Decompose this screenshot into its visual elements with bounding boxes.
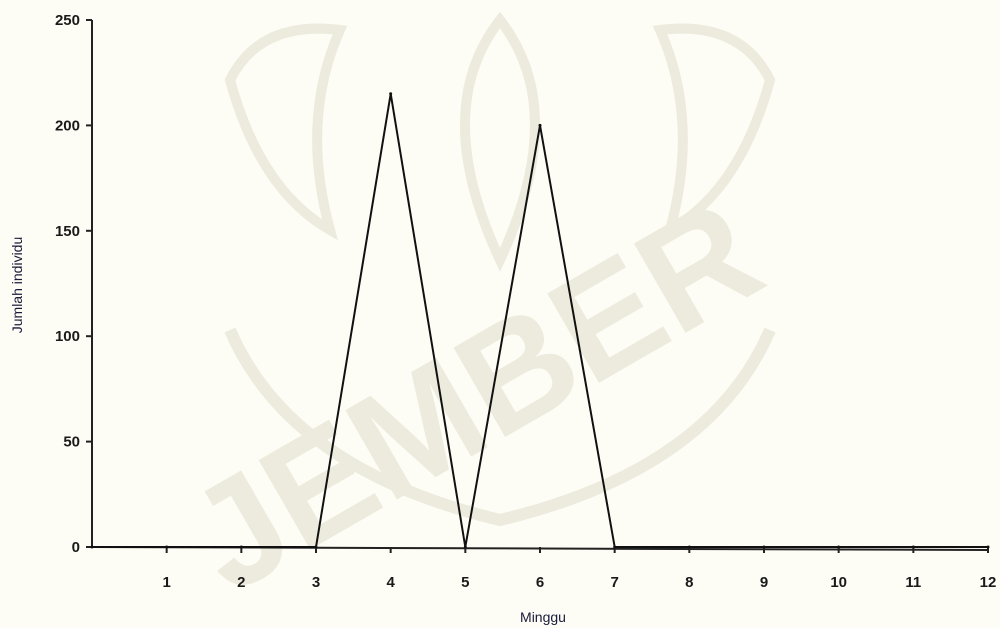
data-point bbox=[314, 545, 318, 549]
data-point bbox=[986, 545, 990, 549]
x-tick-label: 1 bbox=[162, 574, 170, 591]
data-point bbox=[90, 545, 94, 549]
x-tick-label: 6 bbox=[536, 574, 544, 591]
y-tick-label: 200 bbox=[55, 117, 80, 134]
x-tick-label: 12 bbox=[980, 574, 997, 591]
data-point bbox=[389, 92, 393, 96]
x-axis-label: Minggu bbox=[520, 609, 566, 625]
y-tick-label: 0 bbox=[72, 539, 80, 556]
x-tick-label: 11 bbox=[905, 574, 921, 591]
data-point bbox=[837, 545, 841, 549]
y-tick-label: 50 bbox=[63, 434, 80, 451]
x-tick-label: 4 bbox=[386, 574, 395, 591]
data-point bbox=[239, 545, 243, 549]
y-tick-label: 150 bbox=[55, 223, 80, 240]
x-tick-label: 5 bbox=[461, 574, 469, 591]
x-tick-label: 7 bbox=[610, 574, 618, 591]
watermark-emblem: JEMBER bbox=[161, 11, 787, 624]
data-point bbox=[613, 545, 617, 549]
data-point bbox=[687, 545, 691, 549]
data-point bbox=[911, 545, 915, 549]
x-tick-label: 10 bbox=[830, 574, 847, 591]
data-point bbox=[762, 545, 766, 549]
x-tick-label: 2 bbox=[237, 574, 245, 591]
x-tick-label: 8 bbox=[685, 574, 693, 591]
x-tick-label: 3 bbox=[312, 574, 320, 591]
data-point bbox=[463, 545, 467, 549]
y-axis-ticks: 0 50 100 150 200 250 bbox=[55, 12, 92, 556]
x-tick-label: 9 bbox=[760, 574, 768, 591]
y-tick-label: 100 bbox=[55, 328, 80, 345]
y-tick-label: 250 bbox=[55, 12, 80, 29]
y-axis-label: Jumlah individu bbox=[9, 237, 25, 334]
watermark-text: JEMBER bbox=[161, 166, 786, 624]
data-point bbox=[538, 123, 542, 127]
data-point bbox=[165, 545, 169, 549]
